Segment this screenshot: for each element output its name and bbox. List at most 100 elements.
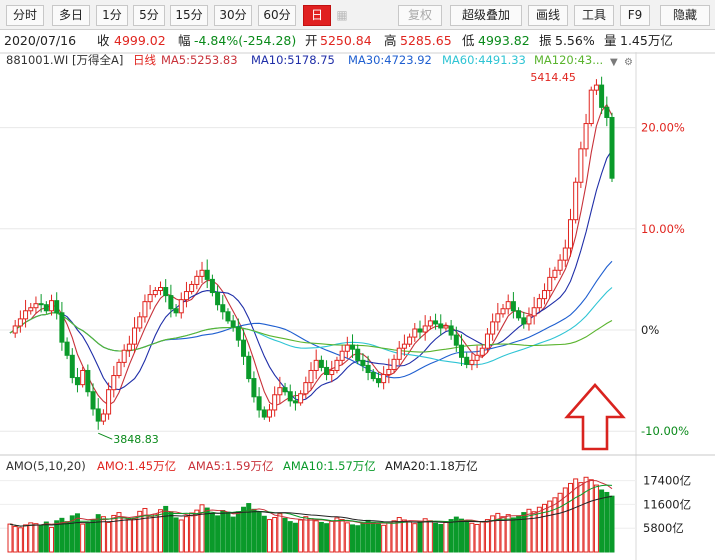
volume-bar-up (7, 523, 13, 553)
tools-button[interactable]: 工具 (574, 5, 614, 26)
close-value: 4999.02 (114, 33, 166, 48)
candle-up (277, 387, 283, 396)
volume-bar-down (209, 513, 215, 553)
candle-down (370, 372, 376, 380)
draw-line-button[interactable]: 画线 (528, 5, 568, 26)
volume-bar-up (33, 523, 39, 553)
volume-bar-up (49, 526, 55, 553)
tab-5min[interactable]: 5分 (133, 5, 165, 26)
restore-rights-button[interactable]: 复权 (398, 5, 442, 26)
volume-bar-down (417, 521, 423, 553)
candle-up (12, 325, 18, 334)
candle-down (241, 339, 247, 357)
volume-bar-up (137, 510, 143, 553)
candle-up (443, 325, 449, 329)
volume-bar-down (204, 507, 210, 553)
candle-up (80, 369, 86, 386)
y-tick-label: -10.00% (641, 424, 689, 438)
candle-up (573, 181, 579, 221)
tab-daily[interactable]: 日 (303, 5, 331, 26)
candle-down (609, 116, 615, 179)
legend-dropdown-icon[interactable]: ▼ (610, 57, 618, 68)
candle-down (604, 106, 610, 118)
tab-15min[interactable]: 15分 (170, 5, 208, 26)
volume-bar-up (277, 513, 283, 553)
volume-bar-up (386, 522, 392, 553)
legend-ma5: MA5:5253.83 (161, 53, 238, 67)
volume-bar-up (308, 518, 314, 553)
volume-bar-up (578, 482, 584, 553)
candle-up (557, 259, 563, 271)
candle-up (427, 320, 433, 327)
candle-up (28, 307, 34, 312)
candle-down (251, 378, 257, 398)
candle-up (132, 327, 138, 345)
moving-average-lines (9, 103, 613, 407)
candle-up (339, 350, 345, 361)
f9-button[interactable]: F9 (620, 5, 650, 26)
candle-down (230, 320, 236, 328)
legend-settings-icon[interactable]: ⚙ (624, 57, 633, 68)
volume-bar-up (490, 515, 496, 553)
y-tick-label: 20.00% (641, 121, 685, 135)
volume-bar-up (381, 524, 387, 553)
candle-down (43, 304, 49, 312)
low-value: 4993.82 (478, 33, 530, 48)
volume-bar-down (95, 514, 101, 553)
volume-bar-down (173, 517, 179, 553)
tab-30min[interactable]: 30分 (214, 5, 252, 26)
volume-legend-ama5: AMA5:1.59万亿 (188, 459, 273, 473)
volume-bar-up (547, 500, 553, 553)
tab-intraday[interactable]: 分时 (6, 5, 44, 26)
hide-button[interactable]: 隐藏 (660, 5, 710, 26)
tab-1min[interactable]: 1分 (96, 5, 128, 26)
candle-down (168, 295, 174, 310)
volume-ma-lines (9, 479, 613, 527)
candle-down (433, 320, 439, 325)
volume-bar-down (256, 512, 262, 553)
quote-infobar: 2020/07/16 收 4999.02 幅 -4.84%(-254.28) 开… (0, 31, 715, 51)
volume-bar-down (163, 505, 169, 553)
volume-bar-down (350, 524, 356, 553)
candle-up (531, 307, 537, 317)
volume-bar-down (464, 521, 470, 553)
volume-bar-down (292, 522, 298, 553)
volume-bar-up (542, 503, 548, 553)
dropdown-icon[interactable]: ▦ (336, 8, 348, 22)
volume-tick-label: 11600亿 (643, 497, 691, 511)
candle-up (158, 286, 163, 292)
volume-bar-up (526, 508, 532, 553)
volume-bar-up (199, 504, 205, 553)
high-label: 高 (384, 33, 397, 48)
volume-bar-up (391, 520, 397, 553)
super-overlay-button[interactable]: 超级叠加 (450, 5, 522, 26)
volume-legend-amo: AMO:1.45万亿 (97, 459, 176, 473)
volume-bar-down (215, 515, 221, 553)
candle-up (479, 347, 485, 356)
legend-ma120: MA120:43... (534, 53, 603, 67)
volume-bar-up (505, 514, 511, 553)
volume-bar-up (557, 492, 563, 553)
candle-up (505, 301, 511, 310)
volume-bar-down (599, 489, 605, 553)
volume-bar-up (178, 519, 184, 553)
volume-bar-up (479, 521, 485, 553)
candle-down (350, 344, 356, 350)
volume-bar-down (324, 523, 330, 553)
candle-up (23, 310, 29, 320)
candle-down (355, 348, 361, 361)
volume-bar-down (609, 495, 615, 553)
candle-up (547, 276, 553, 292)
candle-down (74, 377, 80, 386)
volume-bar-up (147, 515, 153, 553)
volume-bar-down (38, 524, 44, 553)
volume-bar-up (401, 519, 407, 553)
candle-up (142, 301, 148, 318)
volume-bar-up (329, 520, 335, 553)
candle-up (536, 298, 542, 309)
volume-value: 1.45万亿 (620, 33, 673, 48)
tab-multi-day[interactable]: 多日 (52, 5, 90, 26)
tab-60min[interactable]: 60分 (258, 5, 296, 26)
candle-down (163, 286, 169, 297)
volume-bar-down (246, 503, 252, 553)
